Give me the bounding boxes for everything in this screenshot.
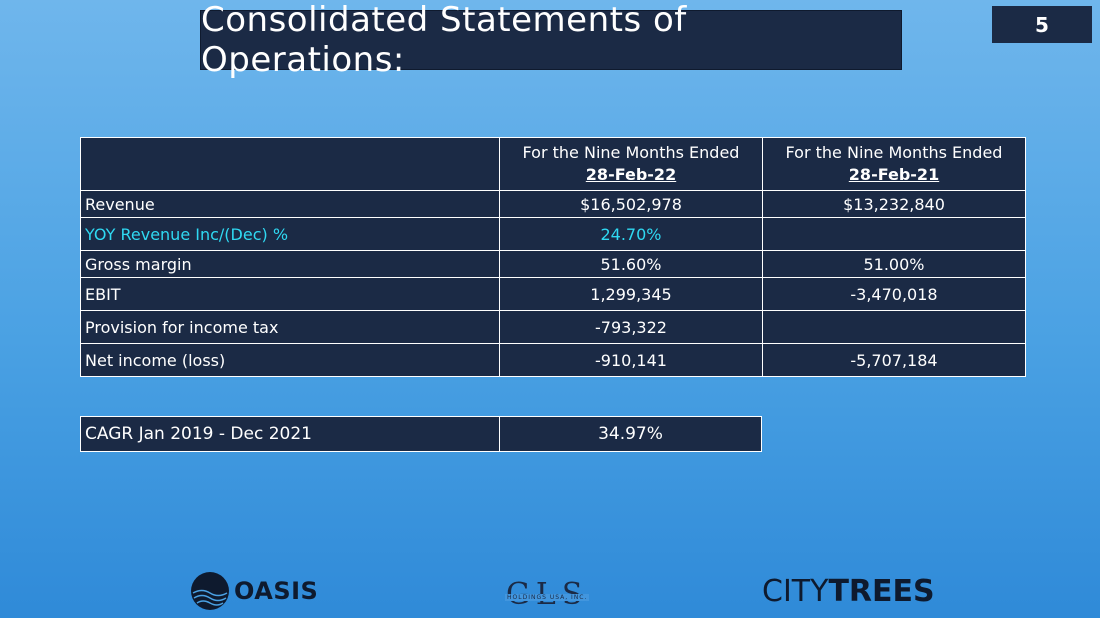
table-header-row: For the Nine Months Ended 28-Feb-22 For … (80, 137, 1026, 191)
row-value-2022: 1,299,345 (499, 277, 763, 311)
table-row-yoy: YOY Revenue Inc/(Dec) % 24.70% (80, 217, 1026, 251)
row-value-2022: 51.60% (499, 250, 763, 278)
slide-title: Consolidated Statements of Operations: (200, 0, 902, 80)
table-row-gross-margin: Gross margin 51.60% 51.00% (80, 250, 1026, 278)
row-value-2022-cell: 24.70% (499, 217, 763, 251)
row-value-2021: -3,470,018 (762, 277, 1026, 311)
table-row-income-tax: Provision for income tax -793,322 (80, 310, 1026, 344)
header-empty-cell (80, 137, 500, 191)
header-col-2-date: 28-Feb-21 (848, 165, 940, 184)
header-col-1: For the Nine Months Ended 28-Feb-22 (499, 137, 763, 191)
citytrees-logo-trees: TREES (828, 573, 935, 609)
row-value-2021 (762, 310, 1026, 344)
header-col-1-date: 28-Feb-22 (585, 165, 677, 184)
row-value-2022: -793,322 (499, 310, 763, 344)
oasis-globe-icon (191, 572, 229, 610)
oasis-logo-text: OASIS (234, 577, 319, 605)
table-row-cagr: CAGR Jan 2019 - Dec 2021 34.97% (80, 416, 762, 452)
table-row-net-income: Net income (loss) -910,141 -5,707,184 (80, 343, 1026, 377)
gls-logo-subtitle: HOLDINGS USA, INC. (505, 593, 590, 601)
cagr-label: CAGR Jan 2019 - Dec 2021 (80, 416, 500, 452)
row-label: Gross margin (80, 250, 500, 278)
row-label: YOY Revenue Inc/(Dec) % (85, 224, 289, 244)
row-value-2022: $16,502,978 (499, 190, 763, 218)
row-label: Provision for income tax (80, 310, 500, 344)
page-number: 5 (992, 6, 1092, 43)
row-value-2021: -5,707,184 (762, 343, 1026, 377)
row-value-2021: $13,232,840 (762, 190, 1026, 218)
cagr-table: CAGR Jan 2019 - Dec 2021 34.97% (80, 416, 762, 452)
citytrees-logo: CITY TREES (762, 570, 935, 612)
header-col-1-heading: For the Nine Months Ended (522, 143, 740, 162)
row-label: EBIT (80, 277, 500, 311)
gls-holdings-logo: GLS HOLDINGS USA, INC. (505, 570, 590, 612)
row-label-cell: YOY Revenue Inc/(Dec) % (80, 217, 500, 251)
table-row-revenue: Revenue $16,502,978 $13,232,840 (80, 190, 1026, 218)
table-row-ebit: EBIT 1,299,345 -3,470,018 (80, 277, 1026, 311)
header-col-2: For the Nine Months Ended 28-Feb-21 (762, 137, 1026, 191)
operations-table: For the Nine Months Ended 28-Feb-22 For … (80, 137, 1026, 377)
row-value-2022: -910,141 (499, 343, 763, 377)
row-value-2021: 51.00% (762, 250, 1026, 278)
oasis-logo: OASIS (190, 570, 318, 612)
cagr-value: 34.97% (499, 416, 762, 452)
row-value-2022: 24.70% (600, 224, 662, 244)
header-col-2-heading: For the Nine Months Ended (785, 143, 1003, 162)
citytrees-logo-city: CITY (762, 573, 829, 609)
row-label: Revenue (80, 190, 500, 218)
row-value-2021 (762, 217, 1026, 251)
row-label: Net income (loss) (80, 343, 500, 377)
